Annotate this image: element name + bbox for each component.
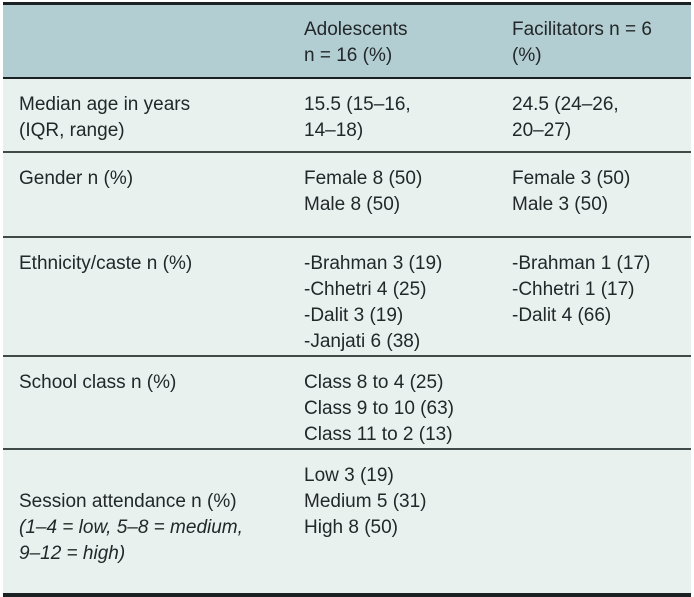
- table-row-school-class: School class n (%) Class 8 to 4 (25) Cla…: [3, 355, 691, 449]
- table-header: Adolescents n = 16 (%) Facilitators n = …: [3, 3, 691, 79]
- table-row-ethnicity: Ethnicity/caste n (%) -Brahman 3 (19) -C…: [3, 236, 691, 356]
- cell-facilitators: -Brahman 1 (17) -Chhetri 1 (17) -Dalit 4…: [512, 236, 691, 356]
- header-cell-facilitators: Facilitators n = 6 (%): [512, 3, 691, 79]
- row-label: Ethnicity/caste n (%): [3, 236, 304, 356]
- table-body: Median age in years (IQR, range) 15.5 (1…: [3, 78, 691, 595]
- row-label: School class n (%): [3, 355, 304, 449]
- cell-facilitators: Female 3 (50) Male 3 (50): [512, 151, 691, 237]
- cell-facilitators: [512, 448, 691, 595]
- participant-demographics-table: Adolescents n = 16 (%) Facilitators n = …: [3, 2, 691, 597]
- row-label: Gender n (%): [3, 151, 304, 237]
- cell-adolescents: -Brahman 3 (19) -Chhetri 4 (25) -Dalit 3…: [304, 236, 512, 356]
- row-label: Session attendance n (%): [19, 491, 237, 512]
- row-label-with-note: Session attendance n (%) (1–4 = low, 5–8…: [3, 448, 304, 595]
- header-cell-blank: [3, 3, 304, 79]
- header-cell-adolescents: Adolescents n = 16 (%): [304, 3, 512, 79]
- table-row-median-age: Median age in years (IQR, range) 15.5 (1…: [3, 78, 691, 152]
- cell-adolescents: Class 8 to 4 (25) Class 9 to 10 (63) Cla…: [304, 355, 512, 449]
- cell-adolescents: 15.5 (15–16, 14–18): [304, 78, 512, 152]
- row-label-note: (1–4 = low, 5–8 = medium, 9–12 = high): [19, 517, 243, 564]
- cell-facilitators: [512, 355, 691, 449]
- cell-facilitators: 24.5 (24–26, 20–27): [512, 78, 691, 152]
- header-row: Adolescents n = 16 (%) Facilitators n = …: [3, 3, 691, 79]
- table-row-session-attendance: Session attendance n (%) (1–4 = low, 5–8…: [3, 448, 691, 595]
- row-label: Median age in years (IQR, range): [3, 78, 304, 152]
- cell-adolescents: Female 8 (50) Male 8 (50): [304, 151, 512, 237]
- table-row-gender: Gender n (%) Female 8 (50) Male 8 (50) F…: [3, 151, 691, 237]
- cell-adolescents: Low 3 (19) Medium 5 (31) High 8 (50): [304, 448, 512, 595]
